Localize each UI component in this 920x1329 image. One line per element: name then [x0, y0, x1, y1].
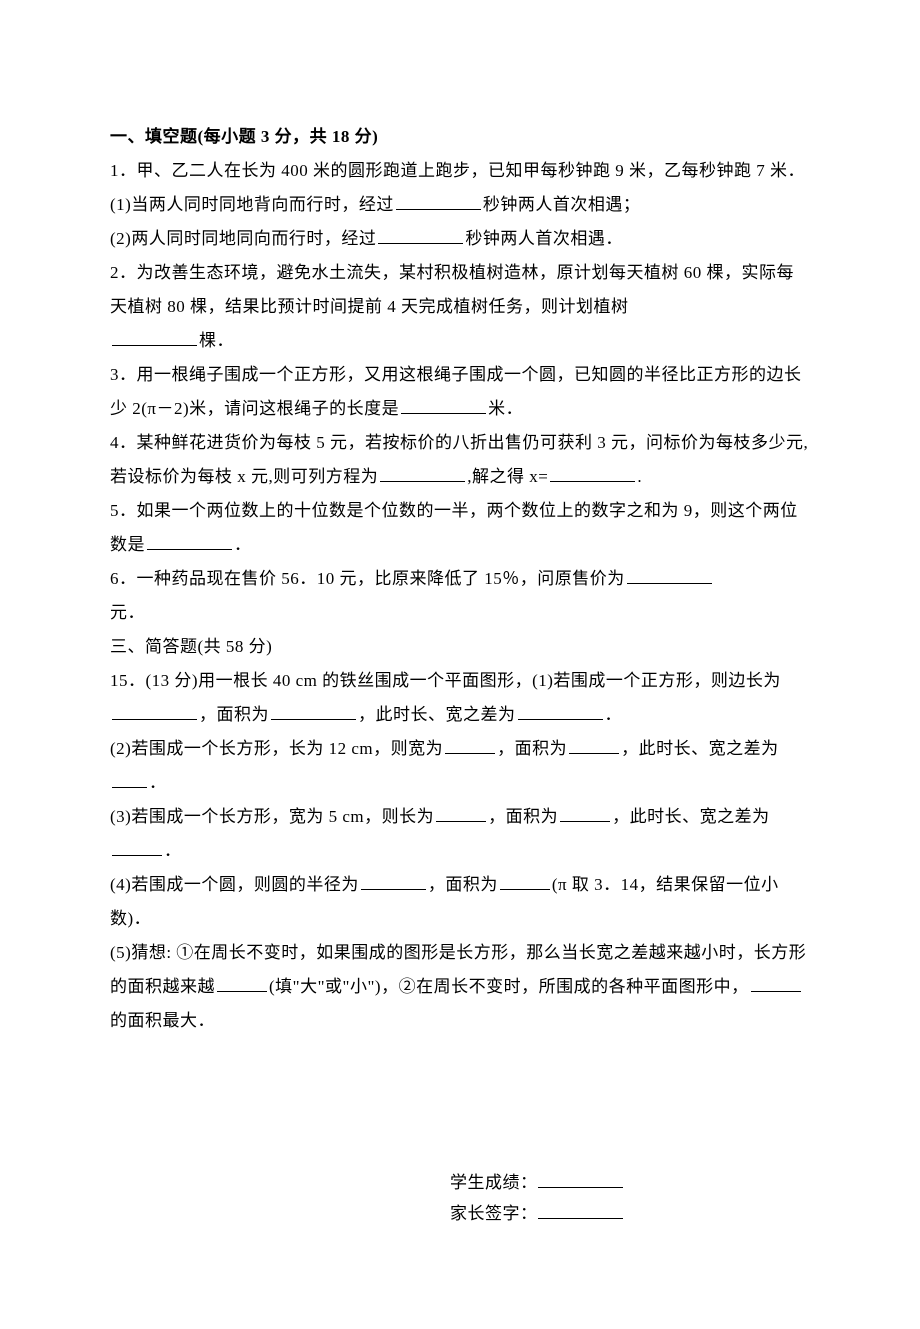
- q1-part2a: (2)两人同时同地同向而行时，经过: [110, 229, 376, 248]
- q2a: 2．为改善生态环境，避免水土流失，某村积极植树造林，原计划每天植树 60 棵，实…: [110, 263, 794, 316]
- q15-2-blank1[interactable]: [445, 737, 495, 754]
- q15-part5: (5)猜想: ①在周长不变时，如果围成的图形是长方形，那么当长宽之差越来越小时，…: [110, 936, 810, 1038]
- q15-4-blank2[interactable]: [500, 873, 550, 890]
- q15-part2: (2)若围成一个长方形，长为 12 cm，则宽为 ，面积为 ，此时长、宽之差为 ．: [110, 732, 810, 800]
- q6b: 元．: [110, 603, 145, 622]
- parent-sign-line: 家长签字：: [450, 1199, 810, 1230]
- q6a: 6．一种药品现在售价 56．10 元，比原来降低了 15％，问原售价为: [110, 569, 625, 588]
- q15-1-blank1[interactable]: [112, 703, 197, 720]
- q4c: .: [637, 467, 642, 486]
- question-5: 5．如果一个两位数上的十位数是个位数的一半，两个数位上的数字之和为 9，则这个两…: [110, 494, 810, 562]
- q15-p2d: ．: [149, 773, 167, 792]
- q6-blank[interactable]: [627, 567, 712, 584]
- student-score-blank[interactable]: [538, 1187, 623, 1188]
- q15-p3d: ．: [164, 841, 182, 860]
- q15-3-blank3[interactable]: [112, 839, 162, 856]
- q1-blank1[interactable]: [396, 193, 481, 210]
- question-15: 15．(13 分)用一根长 40 cm 的铁丝围成一个平面图形，(1)若围成一个…: [110, 664, 810, 732]
- question-3: 3．用一根绳子围成一个正方形，又用这根绳子围成一个圆，已知圆的半径比正方形的边长…: [110, 358, 810, 426]
- q5-blank[interactable]: [147, 533, 232, 550]
- parent-sign-label: 家长签字：: [450, 1204, 538, 1223]
- q15-p2b: ，面积为: [497, 739, 567, 758]
- student-score-line: 学生成绩：: [450, 1168, 810, 1199]
- q15-p5b: (填"大"或"小")，②在周长不变时，所围成的各种平面图形中，: [269, 977, 749, 996]
- parent-sign-blank[interactable]: [538, 1218, 623, 1219]
- q15-p2c: ，此时长、宽之差为: [621, 739, 779, 758]
- question-4: 4．某种鲜花进货价为每枝 5 元，若按标价的八折出售仍可获利 3 元，问标价为每…: [110, 426, 810, 494]
- q5b: ．: [234, 535, 252, 554]
- signature-area: 学生成绩： 家长签字：: [110, 1168, 810, 1229]
- q15-p5c: 的面积最大．: [110, 1011, 215, 1030]
- q15-stem-a: 15．(13 分)用一根长 40 cm 的铁丝围成一个平面图形，(1)若围成一个…: [110, 671, 781, 690]
- q15-part3: (3)若围成一个长方形，宽为 5 cm，则长为 ，面积为 ，此时长、宽之差为 ．: [110, 800, 810, 868]
- q15-stem-b: ，面积为: [199, 705, 269, 724]
- q15-4-blank1[interactable]: [361, 873, 426, 890]
- q15-p4b: ，面积为: [428, 875, 498, 894]
- q15-stem-d: ．: [605, 705, 623, 724]
- q1-part1b: 秒钟两人首次相遇；: [483, 195, 641, 214]
- q1-part1a: (1)当两人同时同地背向而行时，经过: [110, 195, 394, 214]
- student-score-label: 学生成绩：: [450, 1173, 538, 1192]
- q15-p2a: (2)若围成一个长方形，长为 12 cm，则宽为: [110, 739, 443, 758]
- q15-2-blank3[interactable]: [112, 771, 147, 788]
- question-2: 2．为改善生态环境，避免水土流失，某村积极植树造林，原计划每天植树 60 棵，实…: [110, 256, 810, 358]
- section3-title: 三、简答题(共 58 分): [110, 630, 810, 664]
- q1-stem: 1．甲、乙二人在长为 400 米的圆形跑道上跑步，已知甲每秒钟跑 9 米，乙每秒…: [110, 161, 805, 180]
- document-body: 一、填空题(每小题 3 分，共 18 分) 1．甲、乙二人在长为 400 米的圆…: [110, 120, 810, 1229]
- question-1: 1．甲、乙二人在长为 400 米的圆形跑道上跑步，已知甲每秒钟跑 9 米，乙每秒…: [110, 154, 810, 256]
- q2b: 棵．: [199, 331, 234, 350]
- q15-1-blank3[interactable]: [518, 703, 603, 720]
- q15-part4: (4)若围成一个圆，则圆的半径为，面积为(π 取 3．14，结果保留一位小数)．: [110, 868, 810, 936]
- q15-3-blank1[interactable]: [436, 805, 486, 822]
- q4-blank1[interactable]: [380, 465, 465, 482]
- section1-title: 一、填空题(每小题 3 分，共 18 分): [110, 120, 810, 154]
- q4b: ,解之得 x=: [467, 467, 548, 486]
- q1-blank2[interactable]: [378, 227, 463, 244]
- q15-p3b: ，面积为: [488, 807, 558, 826]
- q15-3-blank2[interactable]: [560, 805, 610, 822]
- q15-p3a: (3)若围成一个长方形，宽为 5 cm，则长为: [110, 807, 434, 826]
- q15-2-blank2[interactable]: [569, 737, 619, 754]
- q1-part2b: 秒钟两人首次相遇．: [465, 229, 623, 248]
- q4-blank2[interactable]: [550, 465, 635, 482]
- q3-blank[interactable]: [401, 397, 486, 414]
- q15-5-blank1[interactable]: [217, 975, 267, 992]
- q15-5-blank2[interactable]: [751, 975, 801, 992]
- q3b: 米．: [488, 399, 523, 418]
- q15-1-blank2[interactable]: [271, 703, 356, 720]
- q15-p4a: (4)若围成一个圆，则圆的半径为: [110, 875, 359, 894]
- q15-stem-c: ，此时长、宽之差为: [358, 705, 516, 724]
- q15-p3c: ，此时长、宽之差为: [612, 807, 770, 826]
- q2-blank[interactable]: [112, 329, 197, 346]
- question-6: 6．一种药品现在售价 56．10 元，比原来降低了 15％，问原售价为 元．: [110, 562, 810, 630]
